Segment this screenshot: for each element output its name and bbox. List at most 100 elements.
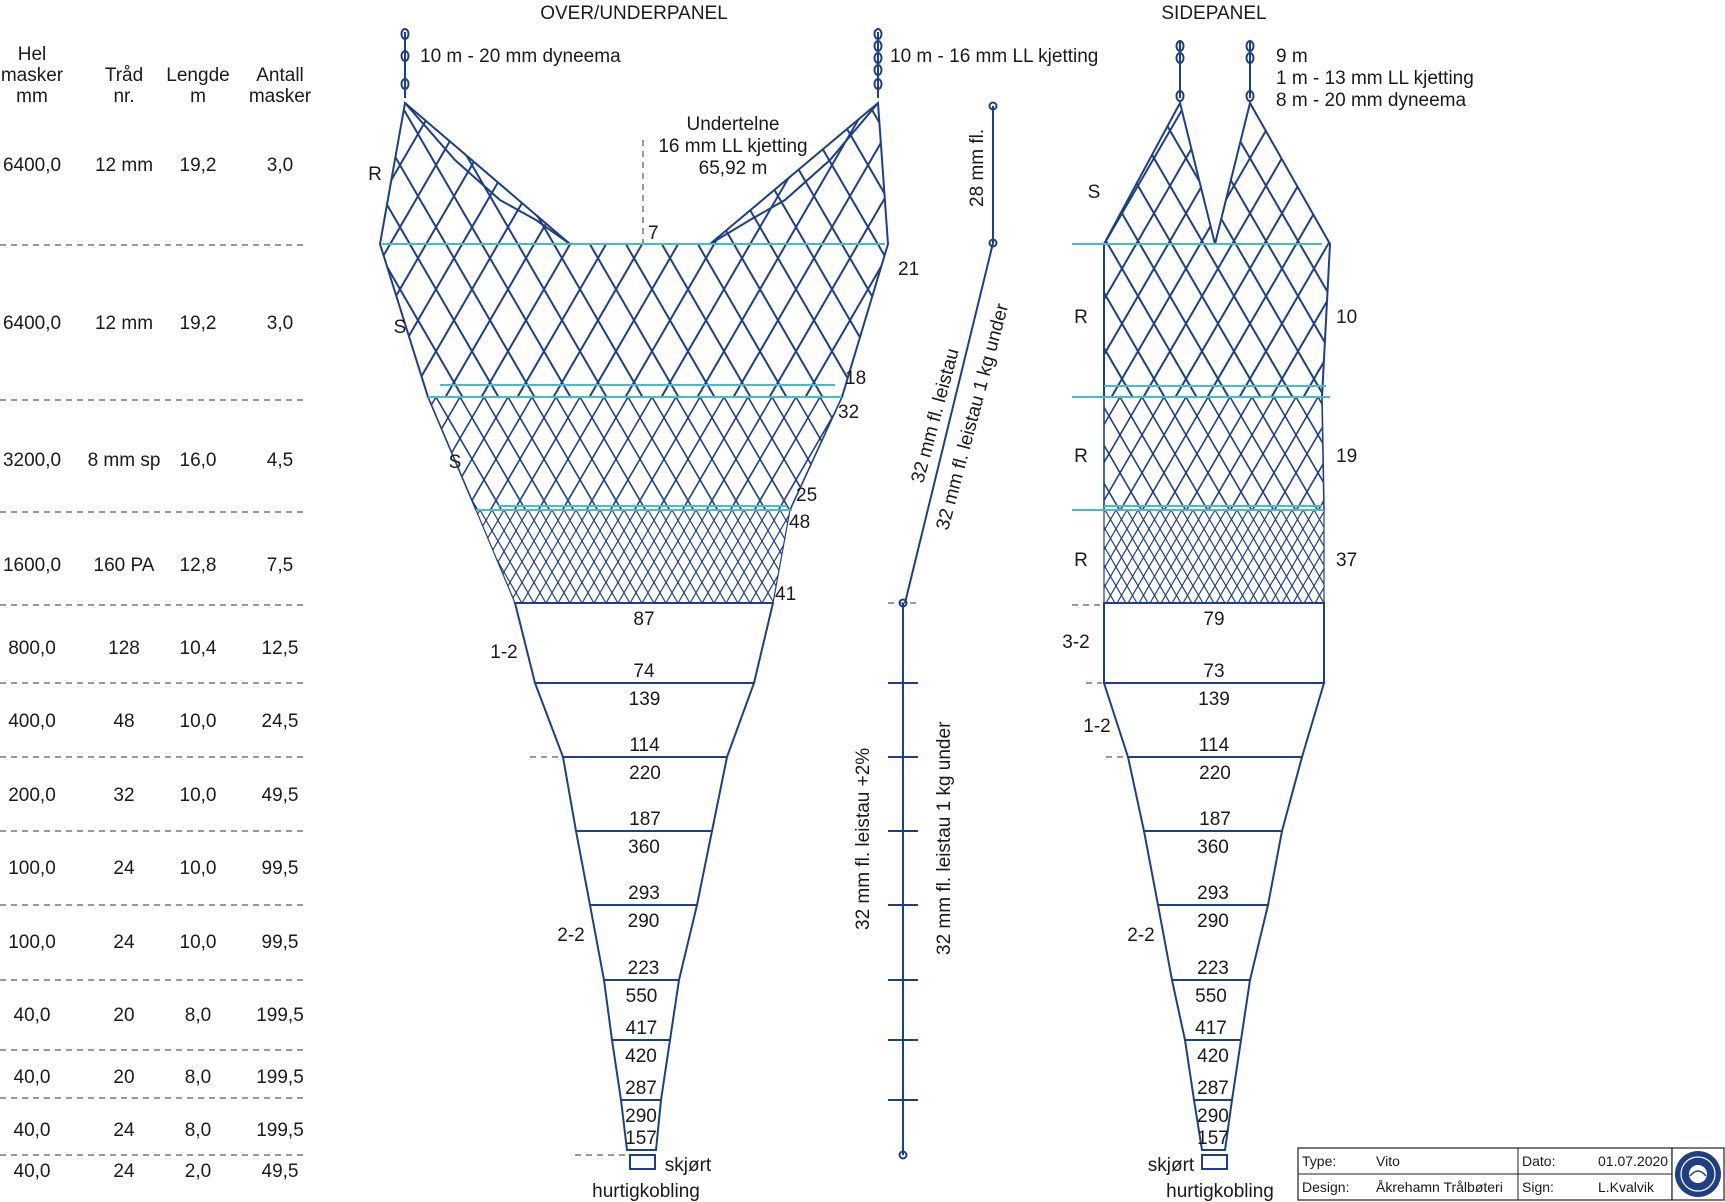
over-underpanel: OVER/UNDERPANEL 10 m - 20 mm dyneema 10 … xyxy=(368,3,1098,1202)
header-length-2: m xyxy=(190,86,206,107)
section-top-count: 550 xyxy=(626,986,658,1007)
side-rope-3: 8 m - 20 mm dyneema xyxy=(1276,90,1466,111)
table-cell-count: 7,5 xyxy=(267,555,293,576)
side-rope-2: 1 m - 13 mm LL kjetting xyxy=(1276,68,1474,89)
section-top-count: 550 xyxy=(1195,986,1227,1007)
table-cell-thread: 48 xyxy=(113,711,134,732)
over-label-7: 7 xyxy=(648,223,659,244)
over-label-S1: S xyxy=(394,317,407,338)
tb-sign-label: Sign: xyxy=(1522,1179,1554,1195)
table-cell-length: 10,4 xyxy=(180,638,217,659)
table-cell-length: 10,0 xyxy=(180,785,217,806)
table-cell-mesh: 40,0 xyxy=(14,1120,51,1141)
table-cell-mesh: 40,0 xyxy=(14,1161,51,1182)
table-cell-length: 8,0 xyxy=(185,1120,211,1141)
rope-lines: 28 mm fl. 32 mm fl. leistau 32 mm fl. le… xyxy=(853,101,1013,1160)
header-thread-2: nr. xyxy=(113,86,134,107)
table-cell-count: 12,5 xyxy=(262,638,299,659)
section-top-count: 290 xyxy=(1197,911,1229,932)
table-cell-length: 2,0 xyxy=(185,1161,211,1182)
side-label-S: S xyxy=(1088,182,1101,203)
side-label-3-2: 3-2 xyxy=(1062,632,1089,653)
header-mesh-2: masker xyxy=(1,65,64,86)
section-top-count: 220 xyxy=(629,763,661,784)
table-cell-mesh: 3200,0 xyxy=(3,450,61,471)
table-cell-thread: 12 mm xyxy=(95,155,153,176)
undertelne-2: 16 mm LL kjetting xyxy=(658,136,807,157)
tb-sign-value: L.Kvalvik xyxy=(1598,1179,1655,1195)
side-skjort-box xyxy=(1201,1154,1228,1170)
table-cell-count: 99,5 xyxy=(262,932,299,953)
tb-date-value: 01.07.2020 xyxy=(1598,1153,1668,1169)
section-top-count: 290 xyxy=(628,911,660,932)
table-cell-count: 4,5 xyxy=(267,450,293,471)
section-top-count: 360 xyxy=(628,837,660,858)
undertelne-3: 65,92 m xyxy=(699,158,768,179)
net-mesh xyxy=(1104,510,1324,603)
table-cell-length: 16,0 xyxy=(180,450,217,471)
over-skjort-box xyxy=(629,1154,656,1170)
over-label-1-2: 1-2 xyxy=(490,642,517,663)
table-cell-count: 199,5 xyxy=(256,1120,304,1141)
header-count-2: masker xyxy=(249,86,312,107)
table-cell-length: 8,0 xyxy=(185,1067,211,1088)
section-bottom-count: 114 xyxy=(1199,735,1230,756)
side-hurtig: hurtigkobling xyxy=(1166,1181,1274,1202)
table-cell-thread: 24 xyxy=(113,858,135,879)
table-cell-length: 19,2 xyxy=(180,155,217,176)
table-cell-count: 199,5 xyxy=(256,1005,304,1026)
table-cell-count: 24,5 xyxy=(262,711,299,732)
over-label-32: 32 xyxy=(838,402,859,423)
spec-table: Hel masker mm Tråd nr. Lengde m Antall m… xyxy=(0,44,312,1182)
table-cell-mesh: 1600,0 xyxy=(3,555,61,576)
tb-date-label: Dato: xyxy=(1522,1153,1555,1169)
table-cell-length: 10,0 xyxy=(180,858,217,879)
net-mesh xyxy=(1104,397,1324,510)
side-title: SIDEPANEL xyxy=(1161,3,1266,24)
side-label-37: 37 xyxy=(1336,550,1357,571)
section-bottom-count: 187 xyxy=(1199,809,1231,830)
header-length-1: Lengde xyxy=(166,65,229,86)
section-top-count: 87 xyxy=(633,609,654,630)
over-label-41: 41 xyxy=(775,584,796,605)
over-label-21: 21 xyxy=(898,259,919,280)
table-cell-mesh: 400,0 xyxy=(8,711,56,732)
section-top-count: 290 xyxy=(1197,1106,1229,1127)
table-cell-mesh: 6400,0 xyxy=(3,155,61,176)
header-mesh-1: Hel xyxy=(18,44,47,65)
rope-leistau-d: 32 mm fl. leistau 1 kg under xyxy=(934,721,955,955)
side-label-1-2: 1-2 xyxy=(1083,716,1110,737)
section-bottom-count: 287 xyxy=(1197,1078,1229,1099)
table-cell-mesh: 100,0 xyxy=(8,858,56,879)
section-top-count: 79 xyxy=(1203,609,1224,630)
section-top-count: 290 xyxy=(625,1106,657,1127)
section-top-count: 139 xyxy=(1198,689,1230,710)
section-bottom-count: 114 xyxy=(629,735,660,756)
undertelne-1: Undertelne xyxy=(687,114,780,135)
section-bottom-count: 417 xyxy=(626,1018,658,1039)
section-bottom-count: 157 xyxy=(1197,1128,1229,1149)
table-cell-thread: 20 xyxy=(113,1005,134,1026)
section-bottom-count: 223 xyxy=(1197,958,1229,979)
tb-type-label: Type: xyxy=(1302,1153,1336,1169)
over-label-2-2: 2-2 xyxy=(557,925,584,946)
over-label-S2: S xyxy=(449,452,462,473)
over-title: OVER/UNDERPANEL xyxy=(540,3,728,24)
table-cell-count: 99,5 xyxy=(262,858,299,879)
table-cell-mesh: 800,0 xyxy=(8,638,56,659)
over-label-18: 18 xyxy=(845,368,866,389)
side-label-R1: R xyxy=(1074,307,1088,328)
table-cell-mesh: 40,0 xyxy=(14,1067,51,1088)
side-label-10: 10 xyxy=(1336,307,1357,328)
body-section xyxy=(619,1099,663,1151)
net-mesh xyxy=(1104,103,1330,397)
section-bottom-count: 157 xyxy=(625,1128,657,1149)
side-label-19: 19 xyxy=(1336,446,1357,467)
table-cell-thread: 160 PA xyxy=(94,555,155,576)
header-mesh-3: mm xyxy=(16,86,48,107)
section-bottom-count: 73 xyxy=(1203,661,1224,682)
over-rope-right-label: 10 m - 16 mm LL kjetting xyxy=(890,46,1098,67)
section-top-count: 420 xyxy=(1197,1046,1229,1067)
over-label-R: R xyxy=(368,164,382,185)
table-cell-mesh: 200,0 xyxy=(8,785,56,806)
